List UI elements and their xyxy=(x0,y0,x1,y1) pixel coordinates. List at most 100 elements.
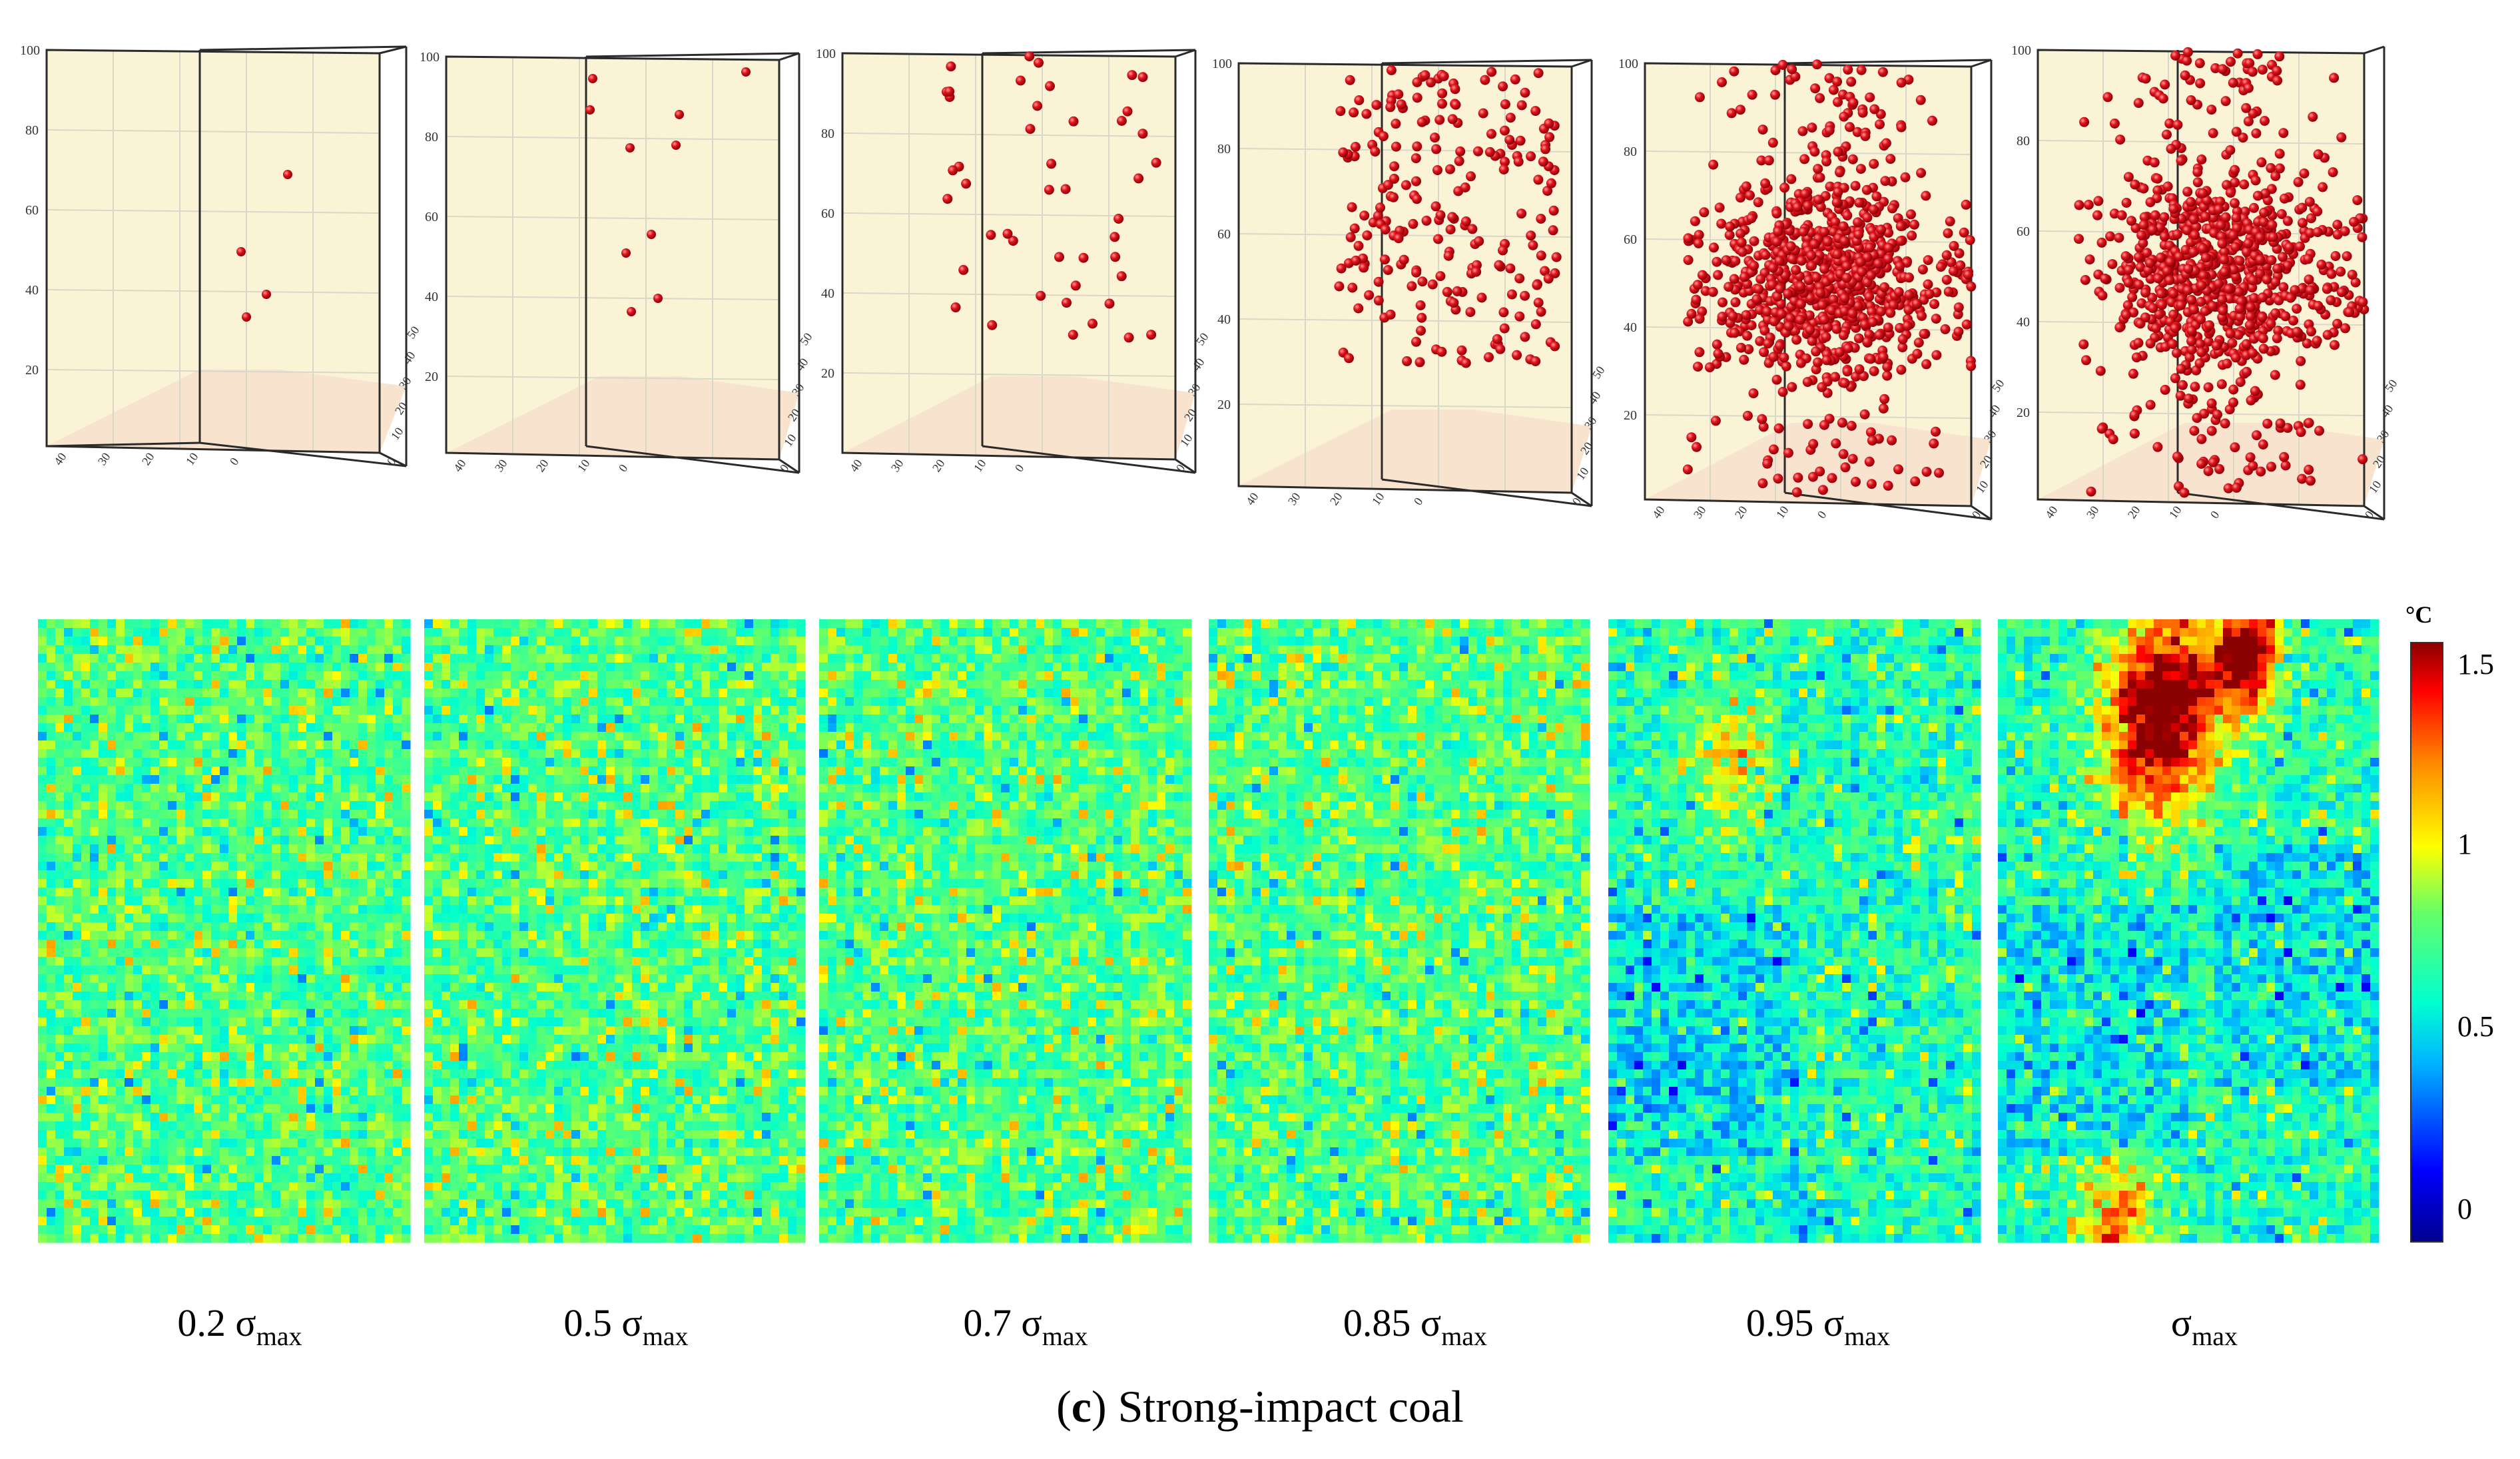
ae-event xyxy=(1116,271,1127,282)
ae-event xyxy=(1850,180,1861,191)
thermal-cell xyxy=(99,827,108,836)
thermal-cell xyxy=(254,1061,264,1070)
thermal-cell xyxy=(228,723,238,732)
ae-event xyxy=(1385,309,1396,320)
ae-event xyxy=(2196,154,2207,164)
ae-event xyxy=(1776,308,1787,319)
thermal-cell xyxy=(55,1000,65,1010)
thermal-cell xyxy=(133,671,143,681)
thermal-cell xyxy=(99,914,108,923)
thermal-cell xyxy=(393,732,402,741)
thermal-cell xyxy=(298,1069,307,1079)
thermal-cell xyxy=(298,723,307,732)
ae-event xyxy=(1002,228,1013,239)
ae-event xyxy=(1797,126,1808,137)
thermal-cell xyxy=(376,619,385,629)
ae-event xyxy=(1897,334,1908,344)
thermal-cell xyxy=(246,1069,255,1079)
thermal-cell xyxy=(306,766,316,776)
thermal-cell xyxy=(358,914,368,923)
thermal-cell xyxy=(350,896,359,906)
thermal-cell xyxy=(47,1009,56,1018)
thermal-cell xyxy=(81,654,91,663)
ae-event xyxy=(2329,73,2340,83)
thermal-cell xyxy=(142,914,151,923)
thermal-cell xyxy=(176,974,186,984)
thermal-cell xyxy=(176,1052,186,1061)
thermal-cell xyxy=(332,749,342,758)
thermal-cell xyxy=(38,853,47,862)
thermal-cell xyxy=(367,1147,376,1157)
thermal-cell xyxy=(64,940,73,949)
ae-event xyxy=(1683,255,1694,265)
thermal-cell xyxy=(133,784,143,793)
thermal-cell xyxy=(107,1000,117,1010)
thermal-cell xyxy=(237,810,246,819)
ae-event xyxy=(2116,210,2127,220)
thermal-cell xyxy=(402,1000,411,1010)
ae-event xyxy=(1917,311,1927,321)
thermal-cell xyxy=(272,992,281,1001)
thermal-cell xyxy=(358,1000,368,1010)
thermal-cell xyxy=(55,940,65,949)
thermal-cell xyxy=(367,966,376,975)
thermal-cell xyxy=(263,940,272,949)
thermal-cell xyxy=(168,758,177,767)
thermal-cell xyxy=(393,931,402,940)
thermal-cell xyxy=(220,1000,229,1010)
thermal-cell xyxy=(47,1052,56,1061)
thermal-cell xyxy=(38,697,47,707)
thermal-cell xyxy=(73,844,82,854)
thermal-cell xyxy=(142,749,151,758)
ae-event xyxy=(1378,131,1389,142)
ae-event xyxy=(1945,216,1955,226)
thermal-cell xyxy=(185,810,194,819)
thermal-cell xyxy=(151,1104,160,1113)
ae-event xyxy=(2358,297,2368,308)
ae-event xyxy=(1412,77,1422,87)
thermal-cell xyxy=(194,922,203,932)
thermal-cell xyxy=(133,792,143,802)
ae-event xyxy=(1345,232,1356,242)
thermal-cell xyxy=(168,966,177,975)
ae-event xyxy=(1713,348,1724,359)
ae-event xyxy=(1742,330,1752,341)
ae-event xyxy=(1763,155,1774,166)
thermal-cell xyxy=(55,1052,65,1061)
ae-event xyxy=(1927,115,1937,126)
ae-event xyxy=(1540,266,1550,276)
thermal-cell xyxy=(263,749,272,758)
thermal-cell xyxy=(151,1052,160,1061)
thermal-cell xyxy=(367,628,376,637)
thermal-cell xyxy=(64,1026,73,1035)
thermal-cell xyxy=(315,966,324,975)
thermal-cell xyxy=(228,1113,238,1122)
ae-event xyxy=(1362,230,1373,240)
thermal-cell xyxy=(151,1095,160,1105)
ae-event xyxy=(1893,464,1903,475)
thermal-cell xyxy=(341,1061,350,1070)
thermal-cell xyxy=(185,1035,194,1044)
thermal-cell xyxy=(159,706,168,715)
thermal-cell xyxy=(81,896,91,906)
thermal-cell xyxy=(47,619,56,629)
thermal-cell xyxy=(90,931,99,940)
thermal-cell xyxy=(341,992,350,1001)
thermal-cell xyxy=(73,654,82,663)
ae-event xyxy=(1912,348,1923,359)
thermal-cell xyxy=(376,818,385,828)
thermal-cell xyxy=(73,1095,82,1105)
thermal-cell xyxy=(228,792,238,802)
thermal-cell xyxy=(99,619,108,629)
ae-event xyxy=(1795,358,1806,368)
thermal-cell xyxy=(393,957,402,966)
thermal-cell xyxy=(393,723,402,732)
thermal-cell xyxy=(384,992,394,1001)
ae-event xyxy=(1759,347,1769,358)
thermal-cell xyxy=(142,1121,151,1131)
thermal-cell xyxy=(55,671,65,681)
ae-event xyxy=(2172,229,2182,240)
thermal-cell xyxy=(393,671,402,681)
thermal-cell xyxy=(384,914,394,923)
thermal-cell xyxy=(168,715,177,724)
